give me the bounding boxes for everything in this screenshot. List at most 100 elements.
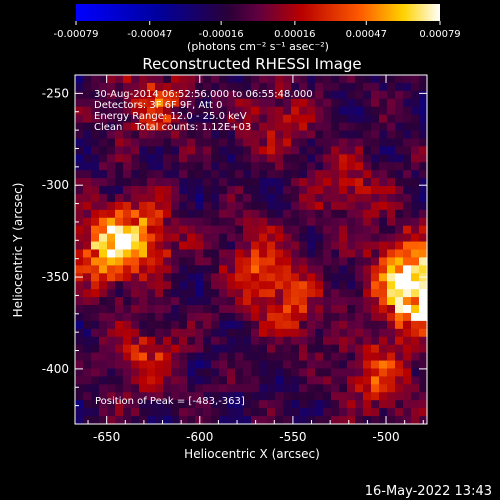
- heatmap-cell: [75, 344, 84, 354]
- heatmap-cell: [187, 90, 196, 100]
- heatmap-cell: [107, 114, 116, 124]
- heatmap-cell: [227, 344, 236, 354]
- heatmap-cell: [195, 344, 204, 354]
- heatmap-cell: [227, 376, 236, 385]
- heatmap-cell: [131, 75, 140, 84]
- heatmap-cell: [419, 154, 428, 163]
- heatmap-cell: [171, 289, 180, 298]
- heatmap-cell: [411, 352, 420, 362]
- heatmap-cell: [251, 186, 260, 195]
- x-tick-label: -600: [186, 430, 213, 444]
- heatmap-cell: [147, 257, 156, 266]
- heatmap-cell: [219, 265, 228, 274]
- heatmap-cell: [187, 122, 196, 132]
- heatmap-cell: [387, 233, 396, 243]
- heatmap-cell: [107, 408, 116, 417]
- heatmap-cell: [115, 178, 124, 187]
- heatmap-cell: [259, 106, 268, 116]
- heatmap-cell: [323, 178, 332, 187]
- heatmap-cell: [387, 82, 396, 92]
- heatmap-cell: [155, 344, 164, 354]
- heatmap-cell: [123, 289, 132, 298]
- heatmap-cell: [187, 201, 196, 211]
- heatmap-cell: [363, 257, 372, 266]
- heatmap-cell: [115, 75, 124, 84]
- heatmap-cell: [267, 289, 276, 298]
- heatmap-cell: [315, 178, 324, 187]
- heatmap-cell: [187, 146, 196, 155]
- heatmap-cell: [323, 384, 332, 393]
- heatmap-cell: [307, 384, 316, 393]
- heatmap-cell: [307, 376, 316, 385]
- heatmap-cell: [155, 320, 164, 330]
- heatmap-cell: [259, 265, 268, 274]
- heatmap-cell: [75, 297, 84, 306]
- heatmap-cell: [403, 257, 412, 266]
- heatmap-cell: [155, 281, 164, 290]
- heatmap-cell: [91, 225, 100, 235]
- heatmap-cell: [395, 98, 404, 108]
- heatmap-cell: [83, 297, 92, 306]
- heatmap-cell: [203, 400, 212, 409]
- heatmap-cell: [379, 106, 388, 116]
- heatmap-cell: [379, 154, 388, 163]
- heatmap-cell: [331, 392, 340, 401]
- heatmap-cell: [395, 289, 404, 298]
- heatmap-cell: [99, 273, 108, 282]
- heatmap-cell: [179, 201, 188, 211]
- heatmap-cell: [195, 154, 204, 163]
- heatmap-cell: [171, 344, 180, 354]
- heatmap-cell: [75, 273, 84, 282]
- heatmap-cell: [91, 162, 100, 171]
- heatmap-cell: [203, 257, 212, 266]
- heatmap-cell: [315, 344, 324, 354]
- heatmap-cell: [403, 201, 412, 211]
- heatmap-cell: [411, 416, 420, 425]
- heatmap-cell: [419, 384, 428, 393]
- heatmap-cell: [227, 130, 236, 140]
- heatmap-cell: [403, 217, 412, 227]
- heatmap-cell: [107, 289, 116, 298]
- heatmap-cell: [163, 178, 172, 187]
- heatmap-cell: [355, 257, 364, 266]
- heatmap-cell: [275, 257, 284, 266]
- heatmap-cell: [291, 154, 300, 163]
- heatmap-cell: [155, 90, 164, 100]
- heatmap-cell: [411, 217, 420, 227]
- heatmap-cell: [107, 186, 116, 195]
- heatmap-cell: [115, 344, 124, 354]
- heatmap-cell: [339, 162, 348, 171]
- heatmap-cell: [163, 320, 172, 330]
- heatmap-cell: [299, 352, 308, 362]
- heatmap-cell: [363, 320, 372, 330]
- heatmap-cell: [131, 122, 140, 132]
- heatmap-cell: [331, 209, 340, 219]
- heatmap-cell: [211, 178, 220, 187]
- heatmap-cell: [347, 178, 356, 187]
- heatmap-cell: [315, 384, 324, 393]
- heatmap-cell: [83, 257, 92, 266]
- heatmap-cell: [331, 75, 340, 84]
- heatmap-cell: [75, 336, 84, 346]
- heatmap-cell: [363, 186, 372, 195]
- heatmap-cell: [251, 193, 260, 203]
- heatmap-cell: [219, 154, 228, 163]
- heatmap-cell: [291, 376, 300, 385]
- heatmap-cell: [299, 241, 308, 251]
- heatmap-cell: [283, 122, 292, 132]
- heatmap-cell: [155, 130, 164, 140]
- heatmap-cell: [123, 201, 132, 211]
- heatmap-cell: [147, 400, 156, 409]
- heatmap-cell: [419, 170, 428, 179]
- heatmap-cell: [147, 162, 156, 171]
- heatmap-cell: [299, 305, 308, 314]
- heatmap-cell: [115, 225, 124, 235]
- x-tick-label: -650: [93, 430, 120, 444]
- heatmap-cell: [131, 138, 140, 147]
- heatmap-cell: [275, 289, 284, 298]
- heatmap-cell: [371, 201, 380, 211]
- heatmap-cell: [195, 328, 204, 338]
- colorbar-ticks: -0.00079 -0.00047 -0.00016 0.00016 0.00047 0.…: [54, 21, 461, 40]
- heatmap-cell: [395, 82, 404, 92]
- heatmap-cell: [411, 297, 420, 306]
